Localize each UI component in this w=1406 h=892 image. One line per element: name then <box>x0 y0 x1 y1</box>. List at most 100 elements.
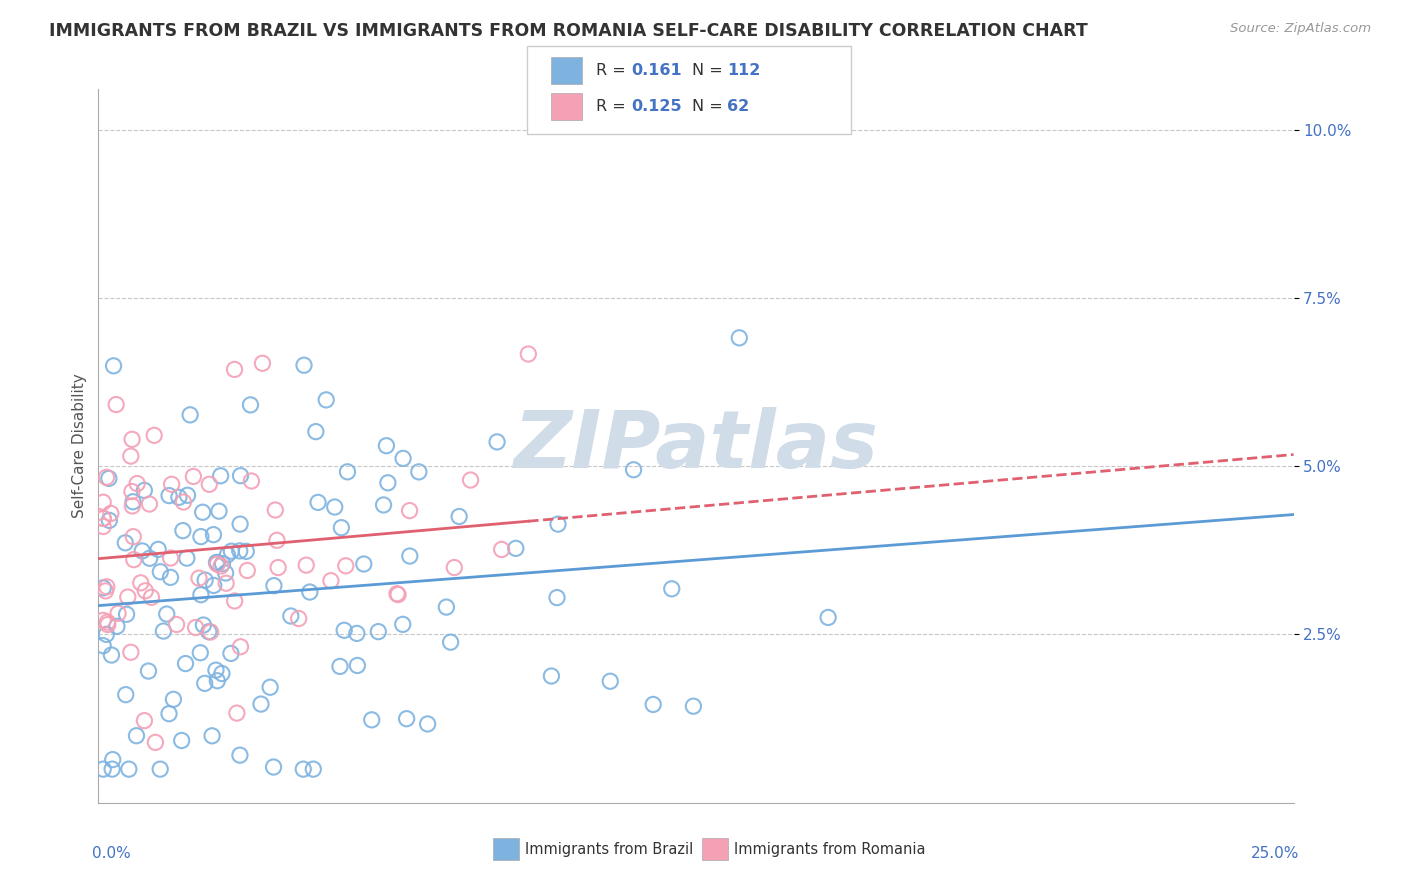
Point <box>280 609 302 624</box>
Point <box>302 762 325 776</box>
Point <box>200 624 222 639</box>
Point <box>491 542 513 557</box>
Point <box>149 762 172 776</box>
Point <box>287 611 309 625</box>
Point <box>191 505 214 519</box>
Point <box>141 591 163 605</box>
Point <box>292 762 315 776</box>
Point <box>323 500 346 514</box>
Point <box>131 544 153 558</box>
Point <box>209 468 232 483</box>
Point <box>209 559 232 574</box>
Point <box>91 762 114 776</box>
Point <box>159 551 181 566</box>
Point <box>373 498 395 512</box>
Point <box>643 698 665 712</box>
Point <box>138 497 160 511</box>
Point <box>416 717 439 731</box>
Point <box>207 673 229 688</box>
Point <box>96 627 118 641</box>
Point <box>546 591 568 605</box>
Point <box>91 511 114 525</box>
Point <box>190 588 212 602</box>
Point <box>122 530 145 544</box>
Point <box>100 507 122 521</box>
Point <box>105 619 128 633</box>
Point <box>205 558 228 572</box>
Point <box>197 624 219 639</box>
Point <box>208 504 231 518</box>
Point <box>460 473 482 487</box>
Point <box>194 573 217 587</box>
Point <box>94 583 117 598</box>
Point <box>224 362 246 376</box>
Point <box>240 474 263 488</box>
Point <box>107 607 129 621</box>
Point <box>250 697 273 711</box>
Text: 112: 112 <box>727 63 761 78</box>
Point <box>408 465 430 479</box>
Point <box>129 575 152 590</box>
Point <box>120 449 142 463</box>
Point <box>353 557 375 571</box>
Text: R =: R = <box>596 63 636 78</box>
Point <box>367 624 389 639</box>
Point <box>229 517 252 532</box>
Point <box>148 542 170 557</box>
Point <box>239 398 262 412</box>
Point <box>170 733 193 747</box>
Point <box>385 587 408 601</box>
Point <box>295 558 318 573</box>
Point <box>198 477 221 491</box>
Point <box>152 624 174 639</box>
Point <box>333 624 356 638</box>
Point <box>115 607 138 622</box>
Point <box>96 580 118 594</box>
Point <box>143 428 166 442</box>
Point <box>207 556 229 570</box>
Point <box>91 519 114 533</box>
Point <box>395 712 418 726</box>
Point <box>517 347 540 361</box>
Point <box>292 358 315 372</box>
Point <box>377 475 399 490</box>
Point <box>173 495 195 509</box>
Point <box>392 451 415 466</box>
Point <box>298 585 321 599</box>
Point <box>547 517 569 532</box>
Point <box>391 617 413 632</box>
Point <box>375 439 398 453</box>
Point <box>91 613 114 627</box>
Text: N =: N = <box>692 99 728 114</box>
Point <box>138 664 160 678</box>
Point <box>228 544 250 558</box>
Point <box>105 398 128 412</box>
Point <box>188 571 211 585</box>
Point <box>174 657 197 671</box>
Point <box>346 658 368 673</box>
Point <box>122 494 145 508</box>
Point <box>307 495 329 509</box>
Point <box>118 762 141 776</box>
Point <box>505 541 527 556</box>
Point <box>259 680 281 694</box>
Point <box>486 434 509 449</box>
Point <box>167 491 190 505</box>
Point <box>661 582 683 596</box>
Point <box>398 549 420 563</box>
Point <box>211 557 233 571</box>
Point <box>229 640 252 654</box>
Point <box>236 564 259 578</box>
Text: Immigrants from Brazil: Immigrants from Brazil <box>524 842 693 856</box>
Text: N =: N = <box>692 63 728 78</box>
Point <box>217 548 239 562</box>
Point <box>728 331 751 345</box>
Point <box>330 521 353 535</box>
Point <box>387 588 409 602</box>
Point <box>224 594 246 608</box>
Point <box>623 463 645 477</box>
Point <box>449 509 471 524</box>
Point <box>188 646 211 660</box>
Point <box>201 729 224 743</box>
Point <box>184 620 207 634</box>
